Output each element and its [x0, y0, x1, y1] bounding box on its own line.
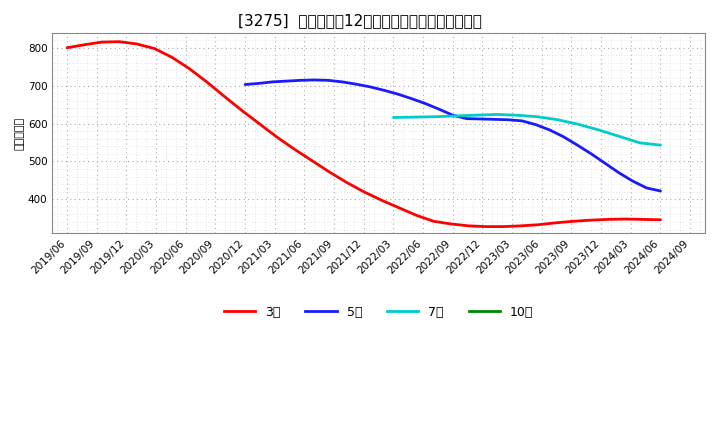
- Text: [3275]  当期純利益12か月移動合計の平均値の推移: [3275] 当期純利益12か月移動合計の平均値の推移: [238, 13, 482, 28]
- Legend: 3年, 5年, 7年, 10年: 3年, 5年, 7年, 10年: [219, 301, 539, 323]
- Y-axis label: （百万円）: （百万円）: [15, 117, 25, 150]
